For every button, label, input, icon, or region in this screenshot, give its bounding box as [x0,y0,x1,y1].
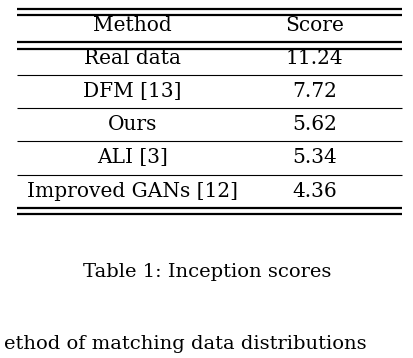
Text: ethod of matching data distributions: ethod of matching data distributions [4,335,366,353]
Text: 7.72: 7.72 [292,82,336,101]
Text: 5.34: 5.34 [292,149,336,168]
Text: Table 1: Inception scores: Table 1: Inception scores [83,263,330,281]
Text: Real data: Real data [84,49,180,68]
Text: ALI [3]: ALI [3] [97,149,168,168]
Text: Ours: Ours [107,115,157,134]
Text: Score: Score [285,16,343,35]
Text: Improved GANs [12]: Improved GANs [12] [27,182,237,200]
Text: 4.36: 4.36 [292,182,336,200]
Text: DFM [13]: DFM [13] [83,82,181,101]
Text: 5.62: 5.62 [292,115,336,134]
Text: Method: Method [93,16,171,35]
Text: 11.24: 11.24 [285,49,343,68]
